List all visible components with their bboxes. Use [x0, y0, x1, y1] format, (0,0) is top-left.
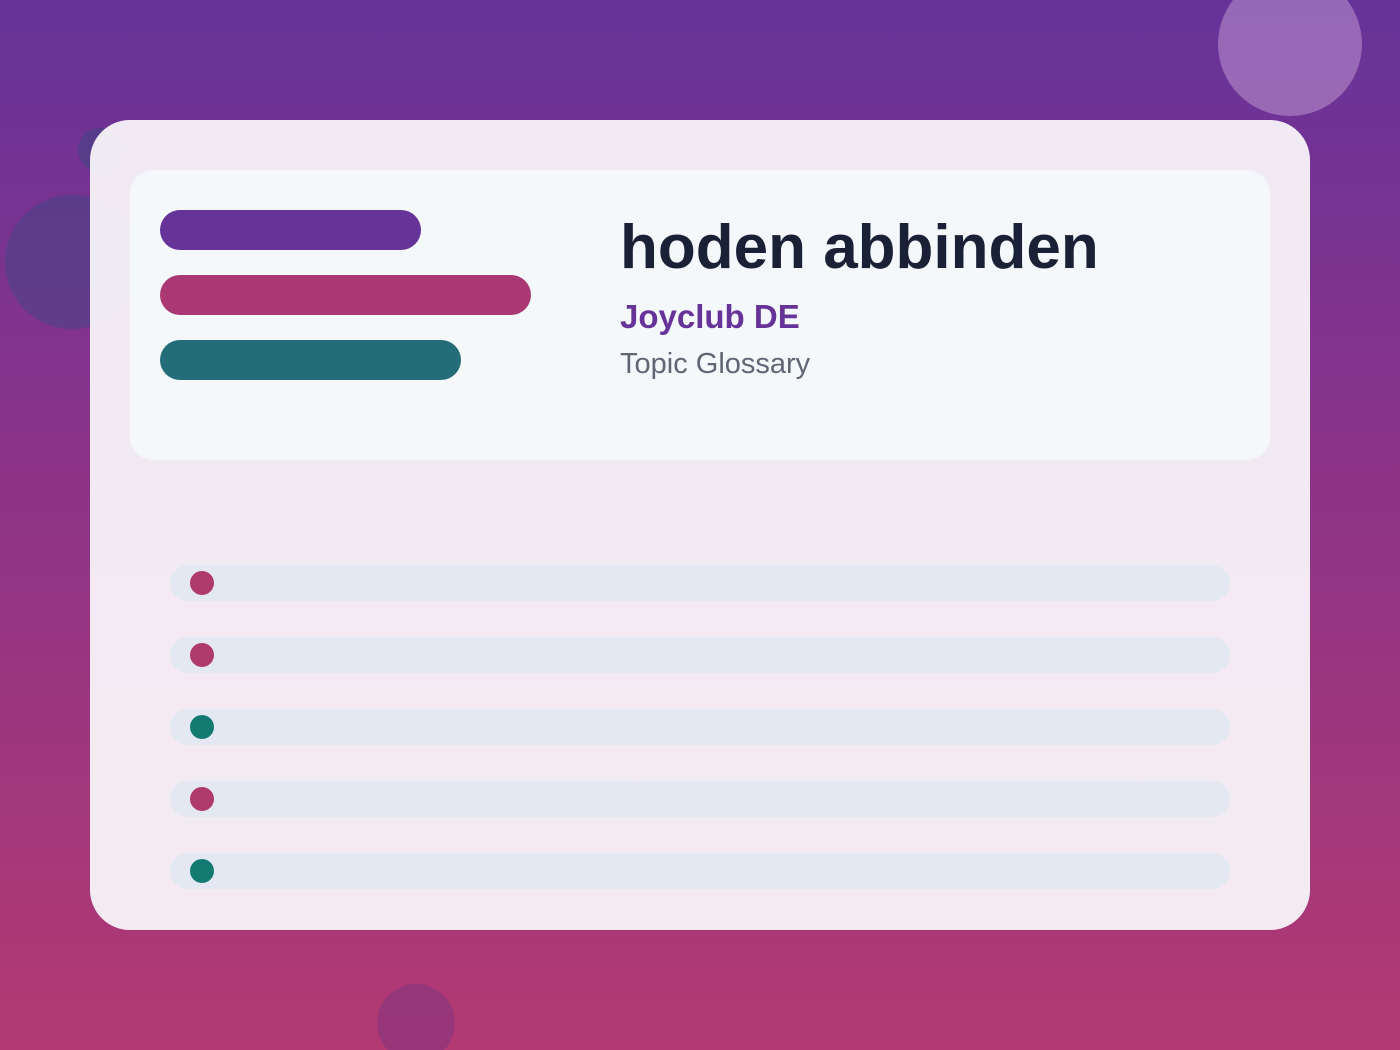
card: hoden abbinden Joyclub DE Topic Glossary [90, 120, 1310, 930]
list-row [170, 781, 1230, 817]
header-panel: hoden abbinden Joyclub DE Topic Glossary [130, 170, 1270, 460]
list-row [170, 709, 1230, 745]
dot [190, 787, 214, 811]
dot [190, 859, 214, 883]
subtitle: Topic Glossary [620, 348, 811, 380]
bubble [1218, 0, 1362, 116]
brand: Joyclub DE [620, 298, 800, 335]
dot [190, 643, 214, 667]
list-row [170, 637, 1230, 673]
dot [190, 715, 214, 739]
list-row [170, 565, 1230, 601]
dot [190, 571, 214, 595]
decor-bar [160, 340, 461, 380]
bubble [377, 984, 455, 1050]
list-row [170, 853, 1230, 889]
title: hoden abbinden [620, 213, 1099, 282]
decor-bar [160, 210, 421, 250]
decor-bar [160, 275, 531, 315]
